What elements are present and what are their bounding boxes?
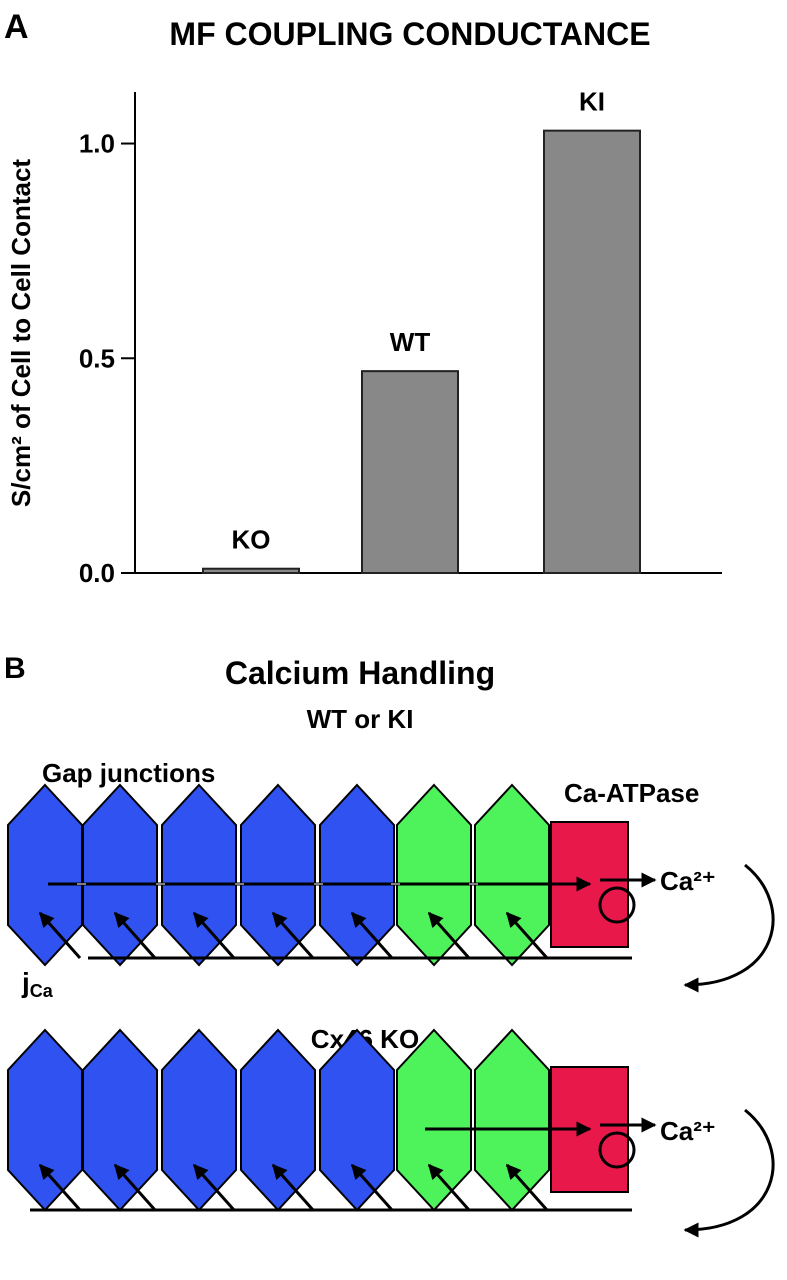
y-axis-label: S/cm² of Cell to Cell Contact — [6, 159, 36, 507]
influx-arrow — [192, 911, 236, 959]
flux-sub: Ca — [30, 981, 54, 1001]
influx-arrow — [427, 911, 471, 959]
cell — [7, 783, 83, 967]
y-tick-label: 0.0 — [79, 558, 115, 588]
cell — [82, 783, 158, 967]
influx-arrow — [350, 911, 394, 959]
bar — [361, 370, 459, 575]
ion-label: Ca²⁺ — [660, 1116, 716, 1146]
cell — [161, 1028, 237, 1212]
flux-label: jCa — [21, 967, 54, 1001]
category-label: WT — [390, 327, 431, 357]
flux-symbol: j — [21, 967, 30, 998]
cell — [474, 1028, 550, 1212]
cell — [82, 1028, 158, 1212]
influx-arrow — [350, 1163, 394, 1211]
cell — [396, 783, 472, 967]
influx-arrow — [271, 1163, 315, 1211]
pump-cycle — [598, 1131, 636, 1169]
diagram: B Calcium Handling WT or KI Gap junction… — [4, 652, 775, 1238]
diagram-subtitle: WT or KI — [307, 704, 414, 734]
return-arrow — [683, 1108, 775, 1238]
cell — [319, 1028, 395, 1212]
diagram-title: Calcium Handling — [225, 655, 495, 691]
category-label: KI — [579, 87, 605, 117]
ion-label: Ca²⁺ — [660, 866, 716, 896]
gap-label: Gap junctions — [42, 758, 215, 788]
pump-cycle — [598, 886, 636, 924]
panel-label: A — [4, 8, 29, 46]
cell — [7, 1028, 83, 1212]
cell — [240, 783, 316, 967]
influx-arrow — [192, 1163, 236, 1211]
y-tick-label: 0.5 — [79, 343, 115, 373]
bar — [543, 129, 641, 574]
influx-arrow — [113, 1163, 157, 1211]
pump-label: Ca-ATPase — [564, 778, 699, 808]
chart: 0.0 0.5 1.0 KO WT KI — [79, 87, 722, 588]
bar — [202, 567, 300, 575]
cell — [319, 783, 395, 967]
influx-arrow — [271, 911, 315, 959]
y-tick-label: 1.0 — [79, 129, 115, 159]
cell — [161, 783, 237, 967]
influx-arrow — [505, 911, 549, 959]
cell — [240, 1028, 316, 1212]
category-label: KO — [232, 525, 271, 555]
cell — [396, 1028, 472, 1212]
return-arrow — [683, 863, 775, 993]
panel-label: B — [4, 652, 26, 685]
cell — [474, 783, 550, 967]
influx-arrow — [38, 1163, 82, 1211]
chart-title: MF COUPLING CONDUCTANCE — [169, 16, 650, 52]
influx-arrow — [505, 1163, 549, 1211]
influx-arrow — [427, 1163, 471, 1211]
influx-arrow — [113, 911, 157, 959]
influx-arrow — [38, 911, 82, 959]
